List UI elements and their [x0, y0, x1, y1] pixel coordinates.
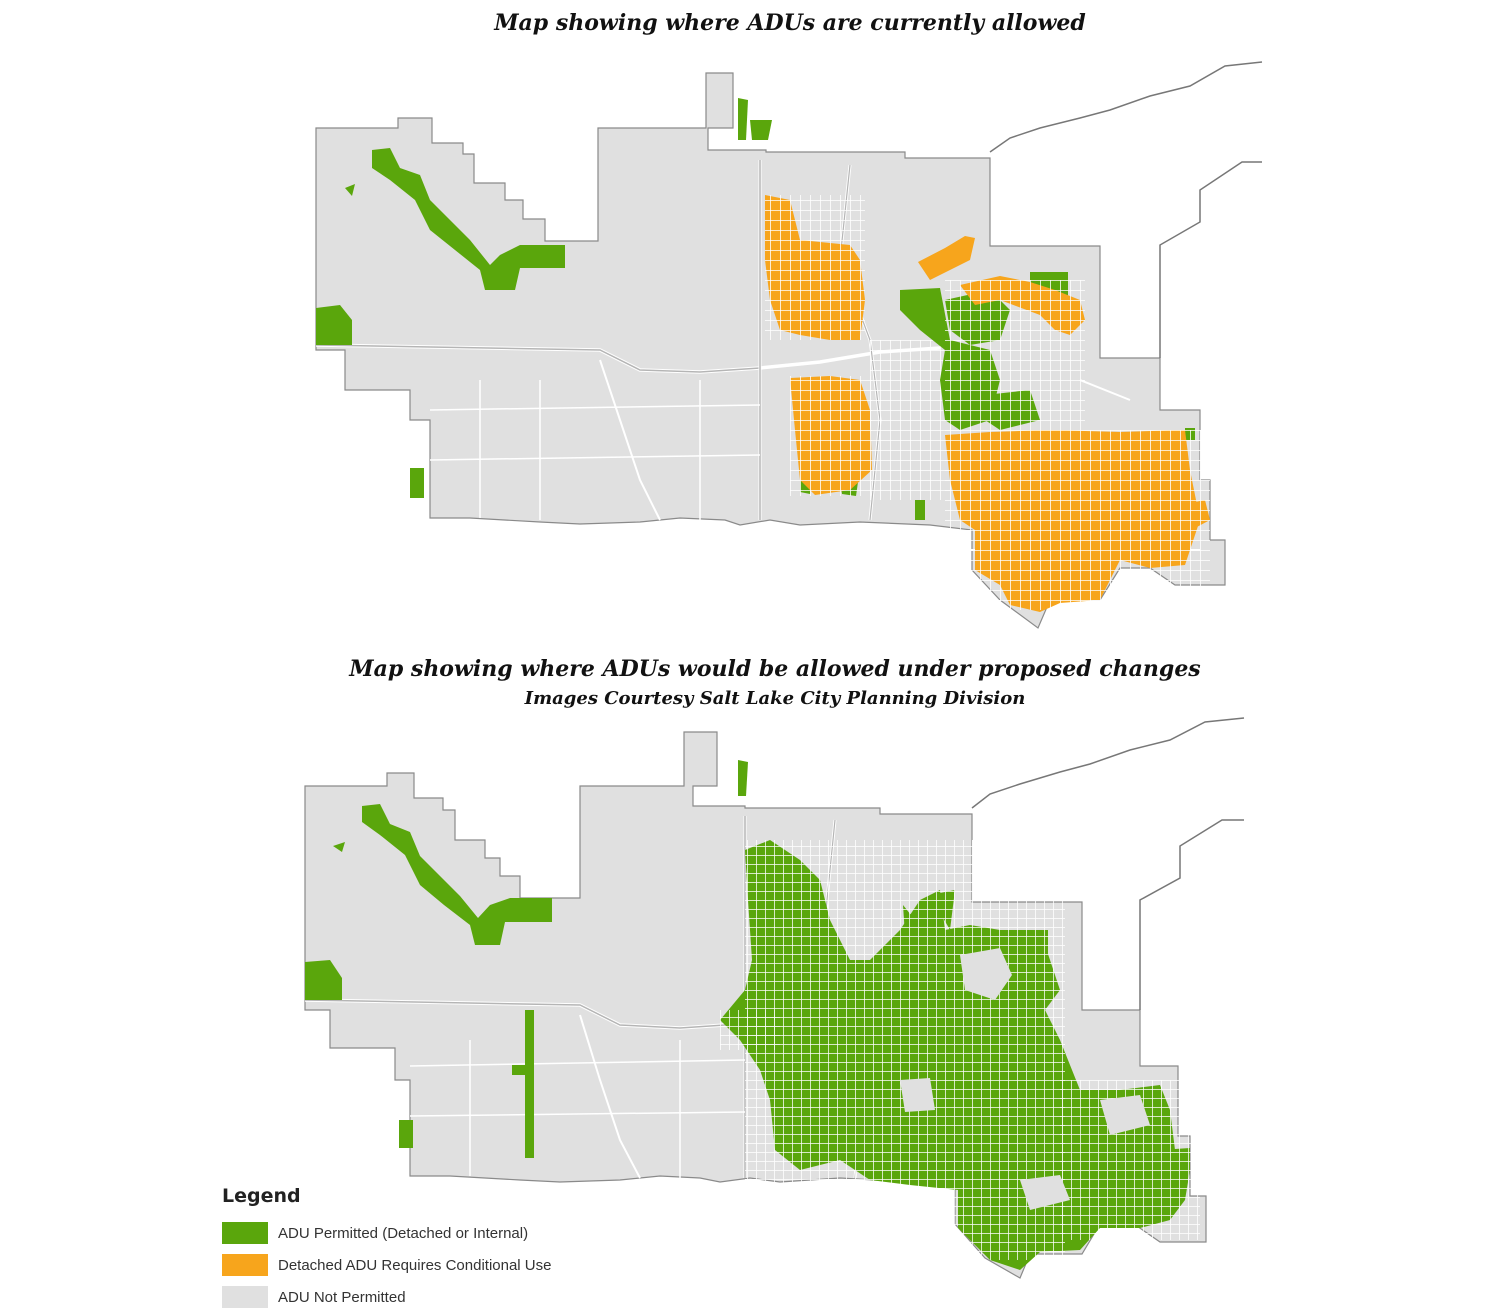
street-grid-overlay	[765, 195, 1210, 610]
legend-label-not-permitted: ADU Not Permitted	[278, 1288, 406, 1306]
map-title-current: Map showing where ADUs are currently all…	[494, 10, 1086, 36]
current-adu-map	[315, 61, 1263, 629]
image-credit: Images Courtesy Salt Lake City Planning …	[524, 688, 1026, 709]
street-grid-overlay	[720, 840, 1200, 1260]
legend-label-permitted: ADU Permitted (Detached or Internal)	[278, 1224, 529, 1242]
road-network	[304, 816, 921, 1179]
legend-swatch-permitted	[222, 1222, 268, 1244]
legend-title: Legend	[222, 1185, 301, 1207]
non-residential-gaps	[900, 948, 1150, 1210]
legend-swatch-not-permitted	[222, 1286, 268, 1308]
northeast-boundary-outline	[989, 61, 1263, 153]
legend-item-not-permitted: ADU Not Permitted	[222, 1281, 602, 1313]
legend-swatch-conditional	[222, 1254, 268, 1276]
northeast-boundary-outline	[971, 717, 1245, 809]
legend-item-conditional: Detached ADU Requires Conditional Use	[222, 1249, 602, 1281]
east-boundary-outline	[1139, 819, 1244, 1010]
legend-label-conditional: Detached ADU Requires Conditional Use	[278, 1256, 552, 1274]
map-title-proposed: Map showing where ADUs would be allowed …	[349, 656, 1201, 682]
legend-item-permitted: ADU Permitted (Detached or Internal)	[222, 1217, 602, 1249]
east-boundary-outline	[1159, 161, 1262, 358]
legend: Legend ADU Permitted (Detached or Intern…	[222, 1185, 602, 1313]
